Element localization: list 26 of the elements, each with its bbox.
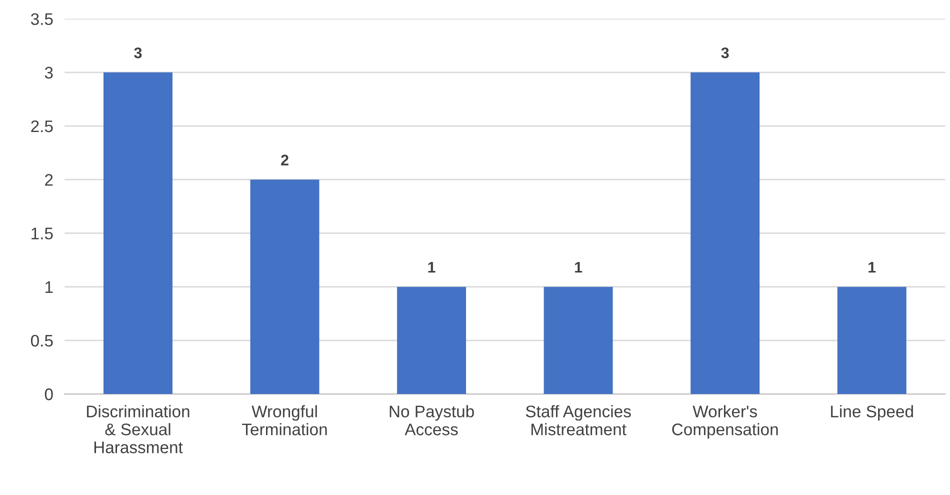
x-tick-label: Worker's Compensation xyxy=(672,405,778,439)
y-tick-label: 0.5 xyxy=(30,334,53,347)
data-label: 3 xyxy=(721,47,729,58)
y-tick-label: 3 xyxy=(44,66,53,79)
x-tick-label: Wrongful Termination xyxy=(242,405,327,436)
bar xyxy=(397,286,466,394)
y-tick-label: 2.5 xyxy=(31,120,53,132)
x-tick-label: Discrimination & Sexual Harassment xyxy=(87,405,190,454)
x-tick-label: Line Speed xyxy=(831,405,913,421)
bar xyxy=(103,72,172,394)
data-label: 1 xyxy=(868,262,876,273)
data-label: 3 xyxy=(134,47,142,58)
bar xyxy=(544,286,613,394)
y-tick-label: 3.5 xyxy=(30,13,53,26)
x-tick-label: Staff Agencies Mistreatment xyxy=(526,405,631,436)
x-tick-label: No Paystub Access xyxy=(390,405,474,436)
y-tick-label: 0 xyxy=(44,388,53,400)
bar xyxy=(690,72,760,394)
data-label: 1 xyxy=(575,262,582,273)
data-label: 2 xyxy=(281,154,288,166)
data-label: 1 xyxy=(428,262,436,273)
y-tick-label: 2 xyxy=(45,174,53,186)
y-tick-label: 1.5 xyxy=(32,228,53,240)
bar xyxy=(250,180,320,394)
bar xyxy=(837,286,906,394)
y-tick-label: 1 xyxy=(45,281,53,293)
